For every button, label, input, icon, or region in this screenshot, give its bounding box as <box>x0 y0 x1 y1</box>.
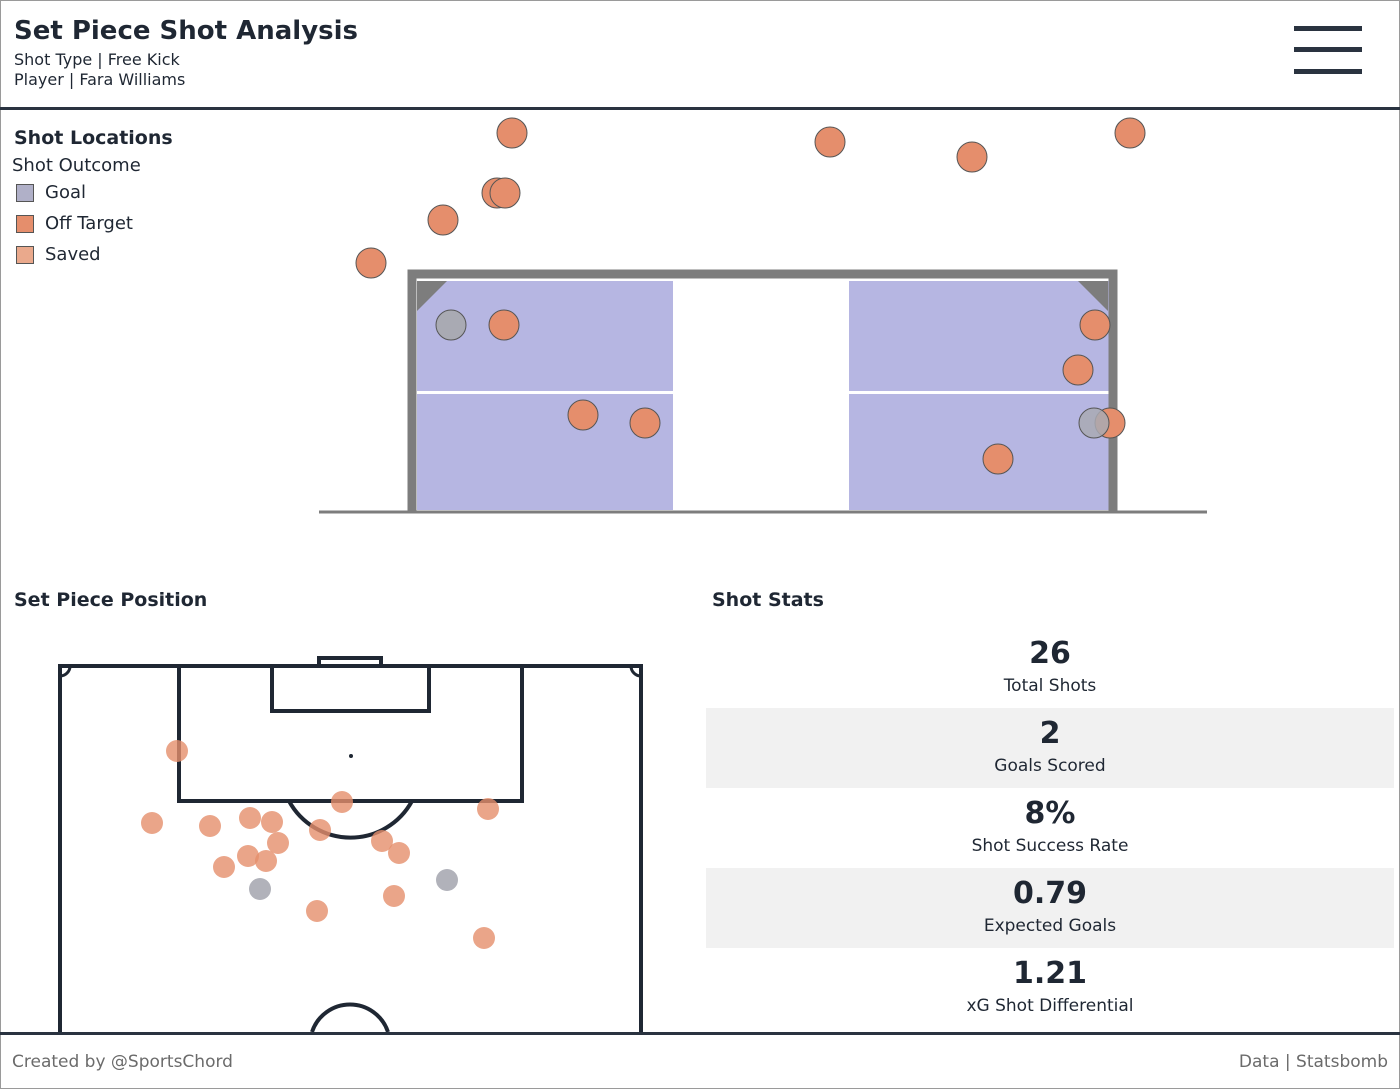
shot-marker <box>982 443 1014 475</box>
stat-value: 2 <box>1039 716 1061 751</box>
goal-shots <box>355 117 1146 475</box>
stat-xg-shot-differential: 1.21 xG Shot Differential <box>706 948 1394 1028</box>
shot-type-line: Shot Type | Free Kick <box>14 50 180 69</box>
corner-arc-right <box>629 665 642 678</box>
position-marker <box>388 842 410 864</box>
shot-marker <box>1079 309 1111 341</box>
goal-mouth <box>317 656 383 668</box>
stat-label: xG Shot Differential <box>966 996 1134 1016</box>
shot-stats-title: Shot Stats <box>712 589 824 611</box>
pitch-chart <box>58 656 643 1032</box>
stat-label: Expected Goals <box>983 916 1117 936</box>
shot-marker <box>1114 117 1146 149</box>
shot-marker <box>355 247 387 279</box>
legend-label-off-target: Off Target <box>45 213 133 234</box>
set-piece-position-title: Set Piece Position <box>14 589 208 611</box>
goal-zone-bottom-left <box>417 394 673 510</box>
stat-label: Shot Success Rate <box>971 836 1129 856</box>
shot-marker <box>496 117 528 149</box>
goal-frame <box>407 269 1118 512</box>
page-title: Set Piece Shot Analysis <box>14 16 359 46</box>
position-marker <box>331 791 353 813</box>
position-marker <box>199 815 221 837</box>
position-marker <box>383 885 405 907</box>
penalty-spot <box>349 754 353 758</box>
shot-marker <box>435 309 467 341</box>
corner-triangle-right <box>1078 281 1108 311</box>
corner-arc-left <box>59 665 72 678</box>
position-marker <box>473 927 495 949</box>
position-marker <box>255 850 277 872</box>
position-marker <box>267 832 289 854</box>
stat-value: 26 <box>1029 636 1071 671</box>
stat-goals-scored: 2 Goals Scored <box>706 708 1394 788</box>
position-marker <box>141 812 163 834</box>
legend-label-goal: Goal <box>45 182 86 203</box>
stat-label: Goals Scored <box>994 756 1106 776</box>
stat-label: Total Shots <box>1003 676 1097 696</box>
corner-triangle-left <box>417 281 447 311</box>
position-marker <box>249 878 271 900</box>
legend-title: Shot Outcome <box>12 155 141 176</box>
position-marker <box>309 819 331 841</box>
player-line: Player | Fara Williams <box>14 70 186 89</box>
position-marker <box>239 807 261 829</box>
set-piece-markers <box>141 740 499 949</box>
position-marker <box>477 798 499 820</box>
shot-locations-title: Shot Locations <box>14 127 173 149</box>
shot-marker <box>1062 354 1094 386</box>
legend-swatch-saved <box>16 246 34 264</box>
pitch-outline <box>58 664 643 1032</box>
stat-value: 8% <box>1024 796 1076 831</box>
legend-swatch-goal <box>16 184 34 202</box>
penalty-arc <box>287 800 414 840</box>
position-marker <box>261 811 283 833</box>
stat-value: 1.21 <box>1012 956 1088 991</box>
center-circle <box>310 1002 390 1032</box>
shot-marker <box>629 407 661 439</box>
position-marker <box>213 856 235 878</box>
position-marker <box>166 740 188 762</box>
footer-source: Data | Statsbomb <box>1238 1052 1388 1072</box>
goal-frame-chart <box>319 117 1207 514</box>
position-marker <box>306 900 328 922</box>
stat-total-shots: 26 Total Shots <box>706 628 1394 708</box>
goal-zone-bottom-right <box>849 394 1110 510</box>
position-marker <box>436 869 458 891</box>
shot-marker <box>567 399 599 431</box>
penalty-box <box>177 664 524 803</box>
six-yard-box <box>270 664 431 713</box>
stat-expected-goals: 0.79 Expected Goals <box>706 868 1394 948</box>
shot-marker <box>814 126 846 158</box>
shot-marker <box>956 141 988 173</box>
footer-credit: Created by @SportsChord <box>12 1052 233 1072</box>
pitch-lines <box>58 656 643 1032</box>
legend-label-saved: Saved <box>45 244 101 265</box>
shot-marker <box>488 309 520 341</box>
stat-shot-success-rate: 8% Shot Success Rate <box>706 788 1394 868</box>
goal-zones <box>417 281 1110 510</box>
stat-value: 0.79 <box>1012 876 1088 911</box>
hamburger-menu-icon[interactable] <box>1292 26 1364 78</box>
header: Set Piece Shot Analysis Shot Type | Free… <box>0 0 1400 110</box>
shot-marker <box>1078 407 1110 439</box>
legend-swatch-off-target <box>16 215 34 233</box>
footer: Created by @SportsChord Data | Statsbomb <box>0 1032 1400 1089</box>
shot-marker <box>427 204 459 236</box>
position-marker <box>371 830 393 852</box>
shot-marker <box>489 177 521 209</box>
position-marker <box>237 845 259 867</box>
